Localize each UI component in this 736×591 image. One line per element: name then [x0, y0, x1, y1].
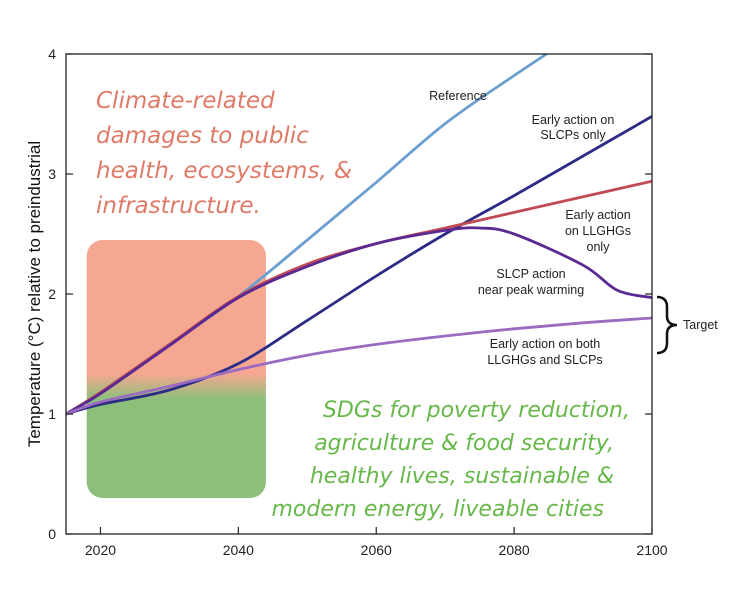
x-tick-label: 2040	[223, 542, 254, 558]
y-axis-label: Temperature (°C) relative to preindustri…	[25, 141, 44, 447]
x-tick-label: 2060	[361, 542, 392, 558]
y-tick-label: 4	[48, 46, 56, 62]
series-label-3: Early action on LLGHGs only	[565, 208, 631, 254]
brace-icon	[656, 295, 678, 355]
series-labels: Reference Early action on SLCPs only Early …	[429, 89, 631, 367]
y-tick-label: 0	[48, 526, 56, 542]
series-lines	[66, 54, 652, 416]
series-label-5: Early action on both LLGHGs and SLCPs	[487, 337, 602, 367]
y-tick-label: 3	[48, 166, 56, 182]
target-bracket: Target	[656, 295, 718, 355]
y-tick-label: 1	[48, 406, 56, 422]
sdg-annotation: SDGs for poverty reduction, agriculture &…	[271, 398, 630, 522]
x-tick-label: 2020	[85, 542, 116, 558]
series-label-1: Reference	[429, 89, 487, 103]
x-tick-label: 2080	[499, 542, 530, 558]
y-tick-label: 2	[48, 286, 56, 302]
series-label-2: Early action on SLCPs only	[532, 113, 615, 142]
damages-annotation: Climate-related damages to public health, …	[96, 88, 352, 219]
damage-sdg-box	[86, 240, 266, 498]
series-line-4	[66, 226, 652, 416]
annotations: Climate-related damages to public health, …	[96, 88, 630, 522]
target-label: Target	[683, 318, 718, 332]
series-label-4: SLCP action near peak warming	[478, 267, 584, 297]
series-line-5	[66, 316, 652, 416]
axis-ticks: 2020 2040 2060 2080 2100 0 1 2 3 4	[48, 46, 668, 558]
x-tick-label: 2100	[636, 542, 667, 558]
series-line-2	[66, 115, 652, 416]
highlight-box-layer	[86, 240, 266, 498]
